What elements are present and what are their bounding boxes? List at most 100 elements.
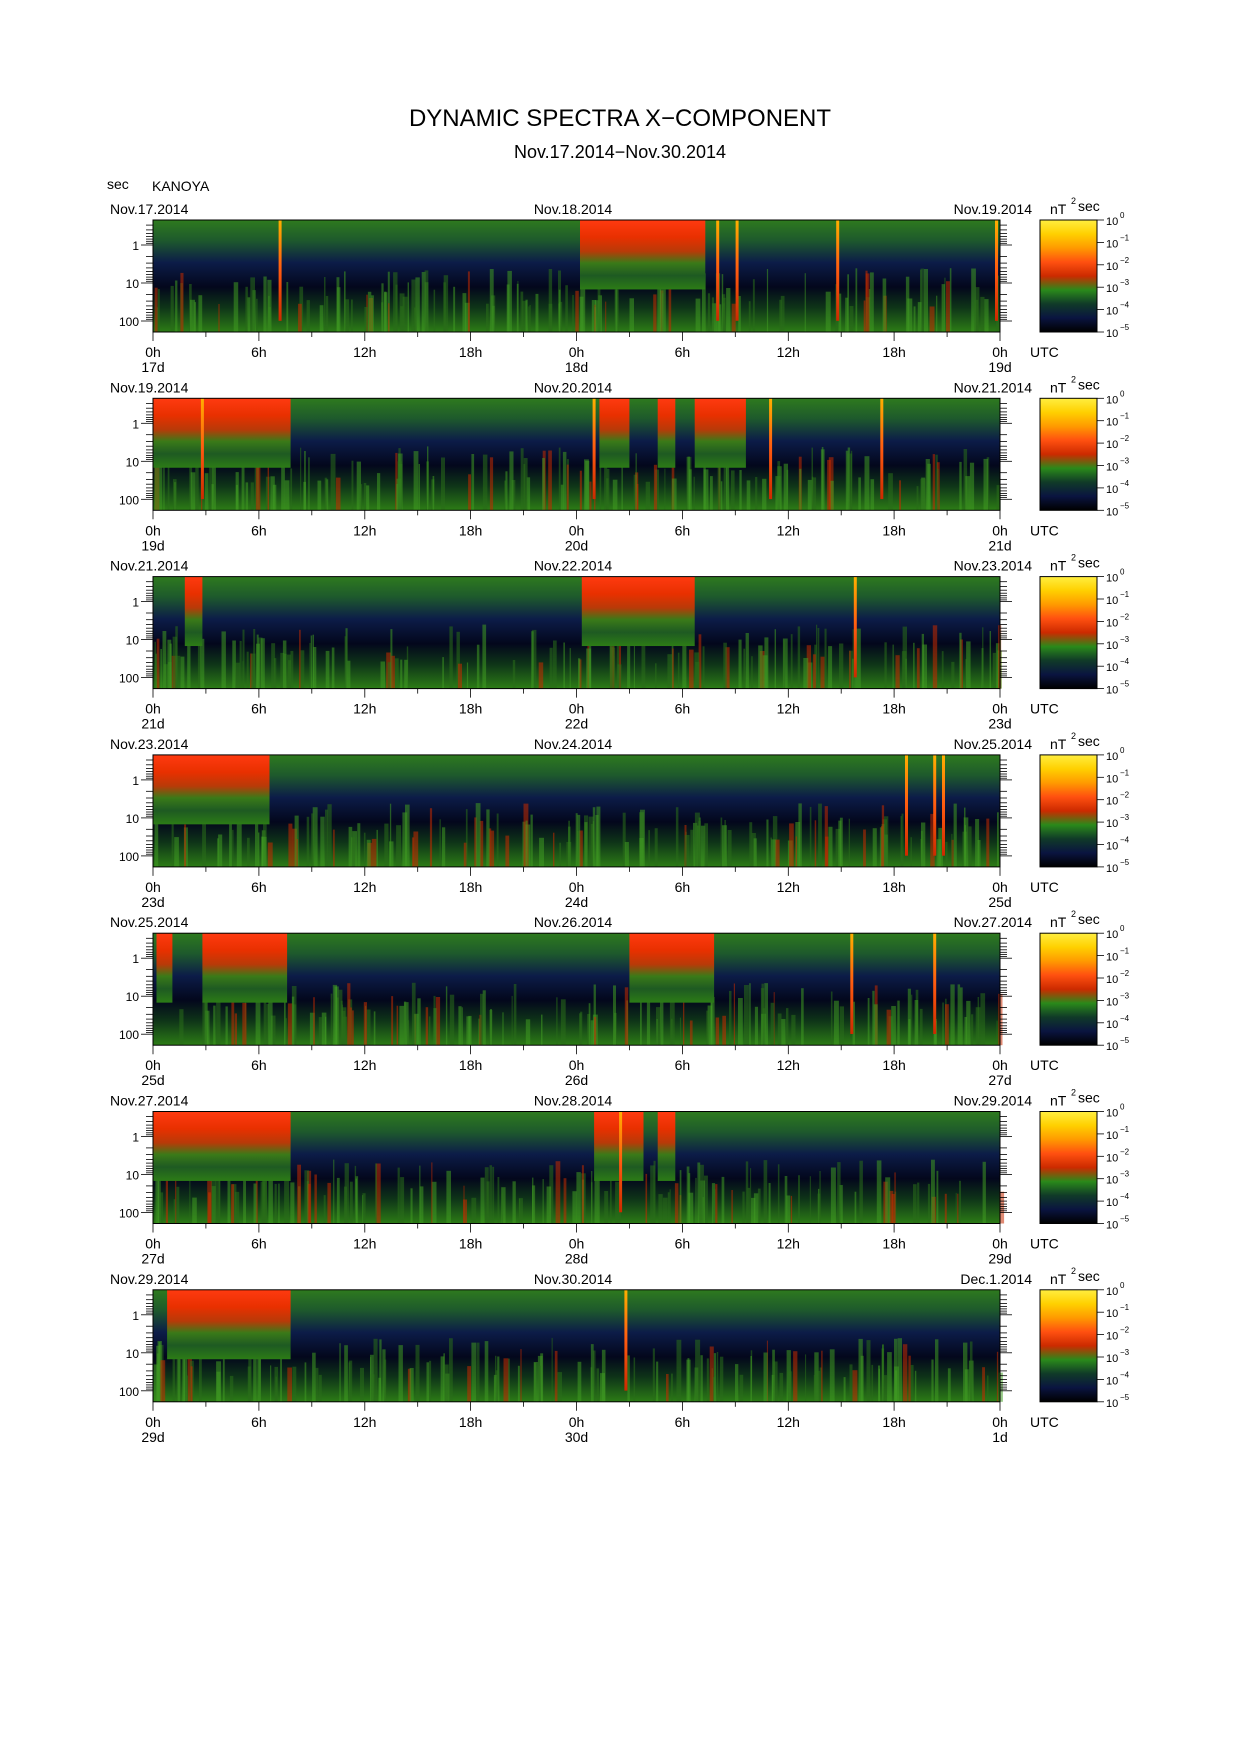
spectrogram-texture: [731, 470, 735, 511]
spectrogram-texture: [966, 641, 971, 689]
spectrogram-texture: [347, 983, 351, 1046]
spectrogram-texture: [154, 287, 158, 332]
spectrogram-texture: [389, 803, 392, 867]
spectrogram-panel: Nov.27.2014 Nov.28.2014 Nov.29.2014 1 10 100 0…: [110, 1093, 1059, 1267]
panel-mid-date: Nov.24.2014: [534, 736, 613, 752]
day-label: 1d: [992, 1429, 1008, 1445]
spectrogram-texture: [517, 1365, 520, 1402]
colorbar-tick-label: 10: [1106, 662, 1118, 674]
spectrogram-texture: [458, 1006, 462, 1046]
spectrogram-texture: [404, 659, 408, 689]
spectrogram-texture: [920, 269, 922, 332]
spectrogram-texture: [255, 461, 261, 511]
spectrogram-texture: [919, 1008, 923, 1046]
spectrogram-texture: [541, 1014, 543, 1046]
x-unit-label: UTC: [1030, 1236, 1059, 1252]
spectrogram-texture: [350, 1007, 352, 1046]
colorbar-tick-label: 10: [1106, 1108, 1118, 1120]
colorbar-unit: nT: [1050, 558, 1067, 574]
spectrogram-texture: [872, 828, 877, 867]
spectrogram-texture: [825, 291, 831, 332]
spectrogram-texture: [768, 1183, 771, 1224]
x-tick-label: 6h: [675, 879, 691, 895]
spectrogram-texture: [373, 1011, 376, 1046]
spectrogram-texture: [754, 1006, 758, 1046]
spectrogram-texture: [806, 645, 811, 689]
spectrogram-texture: [476, 1342, 480, 1402]
spectrogram-texture: [261, 836, 267, 867]
spectrogram-texture: [639, 838, 644, 867]
spectrogram-texture: [922, 644, 927, 689]
y-tick-label: 1: [132, 774, 139, 788]
spectrogram-texture: [486, 1181, 490, 1224]
spectrogram-texture: [209, 456, 214, 511]
spectrogram-texture: [704, 823, 708, 867]
spectrogram-texture: [885, 1177, 891, 1224]
colorbar-unit: nT: [1050, 914, 1067, 930]
spectrogram-texture: [849, 306, 854, 332]
colorbar-unit-tail: sec: [1078, 198, 1100, 214]
spectrogram-texture: [739, 470, 742, 511]
day-label: 17d: [141, 359, 164, 375]
spectrogram-texture: [884, 816, 889, 867]
x-tick-label: 0h: [569, 701, 585, 717]
day-label: 21d: [141, 716, 164, 732]
spectrogram-texture: [944, 1193, 947, 1224]
spectrogram-texture: [520, 448, 524, 511]
spectrogram-texture: [462, 293, 467, 332]
spectrogram-texture: [433, 289, 436, 332]
spectrogram-texture: [468, 474, 471, 511]
spectrogram-texture: [719, 1356, 724, 1402]
spectrogram-texture: [676, 1339, 682, 1402]
spectrogram-texture: [532, 1185, 536, 1224]
colorbar-unit-exp: 2: [1071, 196, 1076, 206]
spectrogram-texture: [172, 1351, 176, 1402]
spectrogram-texture: [212, 453, 216, 511]
spectrogram-texture: [389, 841, 394, 867]
spectrogram-texture: [579, 830, 583, 867]
spectrogram-texture: [627, 627, 631, 689]
spectrogram-texture: [439, 819, 441, 867]
spectrogram-texture: [532, 1177, 534, 1224]
colorbar-tick-exp: 0: [1120, 1281, 1125, 1290]
colorbar-tick-label: 10: [1106, 1353, 1118, 1365]
spectrogram-texture: [655, 663, 657, 689]
spectrogram-texture: [243, 1167, 246, 1224]
colorbar-tick-exp: −3: [1120, 813, 1130, 822]
spectrogram-texture: [255, 818, 259, 867]
spectrogram-texture: [419, 1165, 421, 1224]
spectrogram-texture: [270, 1015, 276, 1046]
spectrogram-texture: [513, 984, 517, 1046]
x-tick-label: 6h: [251, 1236, 267, 1252]
spectrogram-texture: [690, 829, 694, 867]
spectrogram-texture: [449, 626, 453, 689]
spectrogram-texture: [695, 1177, 697, 1224]
y-tick-label: 1: [132, 1131, 139, 1145]
spectrogram-texture: [165, 1173, 168, 1224]
spectrogram-texture: [669, 993, 675, 1046]
spectrogram-texture: [505, 471, 508, 511]
spectrogram-texture: [263, 992, 267, 1046]
spectrogram-texture: [867, 998, 870, 1046]
spectrogram-texture: [364, 307, 368, 332]
spectrogram-texture: [267, 279, 272, 332]
power-spike: [995, 220, 998, 321]
power-spike: [769, 398, 773, 500]
colorbar-tick-exp: −5: [1120, 323, 1130, 332]
spectrogram-texture: [287, 654, 291, 689]
spectrogram-texture: [407, 1020, 410, 1046]
spectrogram-texture: [731, 1190, 733, 1224]
spectrogram-texture: [444, 1364, 449, 1402]
colorbar-tick-label: 10: [1106, 216, 1118, 228]
spectrogram-texture: [446, 1170, 451, 1224]
x-tick-label: 0h: [992, 1057, 1008, 1073]
spectrogram-texture: [260, 638, 265, 689]
spectrogram-texture: [816, 624, 818, 689]
spectrogram-texture: [572, 1191, 577, 1224]
spectrogram-texture: [242, 1002, 247, 1046]
spectrogram-texture: [703, 469, 709, 511]
power-spike: [942, 754, 945, 856]
spectrogram-texture: [955, 1192, 957, 1224]
spectrogram-texture: [812, 477, 817, 511]
